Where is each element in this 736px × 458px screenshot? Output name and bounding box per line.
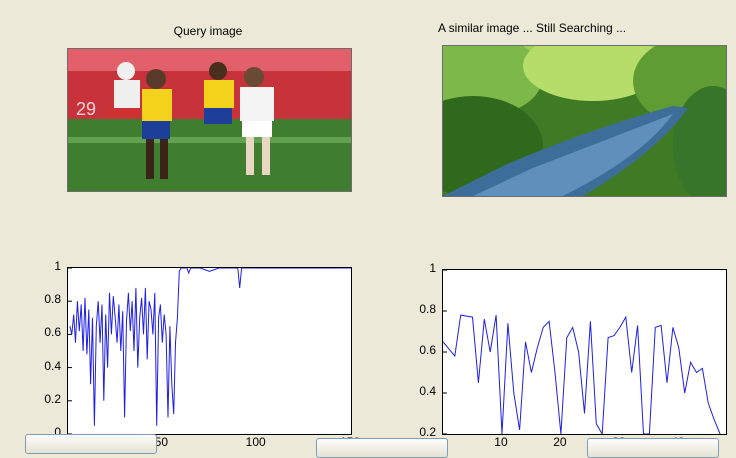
series-line — [443, 314, 721, 434]
svg-text:29: 29 — [76, 99, 96, 119]
x-tick-label: 100 — [245, 435, 266, 449]
middle-button[interactable] — [316, 438, 448, 458]
result-image — [442, 45, 727, 197]
y-tick-label: 0.2 — [419, 425, 436, 439]
y-tick-label: 0.4 — [419, 384, 436, 398]
query-image-title: Query image — [173, 24, 243, 38]
x-tick-label: 10 — [494, 435, 508, 449]
y-tick-label: 0.8 — [419, 302, 436, 316]
left-button[interactable] — [25, 434, 157, 454]
plot-1-lines — [68, 268, 351, 434]
y-tick-label: 1 — [54, 259, 61, 273]
similarity-plot-1 — [67, 267, 352, 435]
y-tick-label: 0.2 — [44, 391, 61, 406]
x-tick-label: 20 — [553, 435, 567, 449]
y-tick-label: 0.8 — [44, 292, 61, 307]
y-tick-label: 0.4 — [44, 358, 61, 373]
right-button[interactable] — [587, 438, 719, 458]
plot-2-lines — [443, 270, 721, 434]
y-tick-label: 0.6 — [44, 325, 61, 340]
result-image-title: A similar image ... Still Searching ... — [438, 21, 627, 35]
series-line — [69, 268, 351, 426]
similarity-plot-2 — [442, 269, 727, 435]
y-tick-label: 1 — [429, 261, 436, 275]
query-image: 29 — [67, 48, 352, 192]
y-tick-label: 0.6 — [419, 343, 436, 357]
y-tick-label: 0 — [54, 425, 61, 439]
